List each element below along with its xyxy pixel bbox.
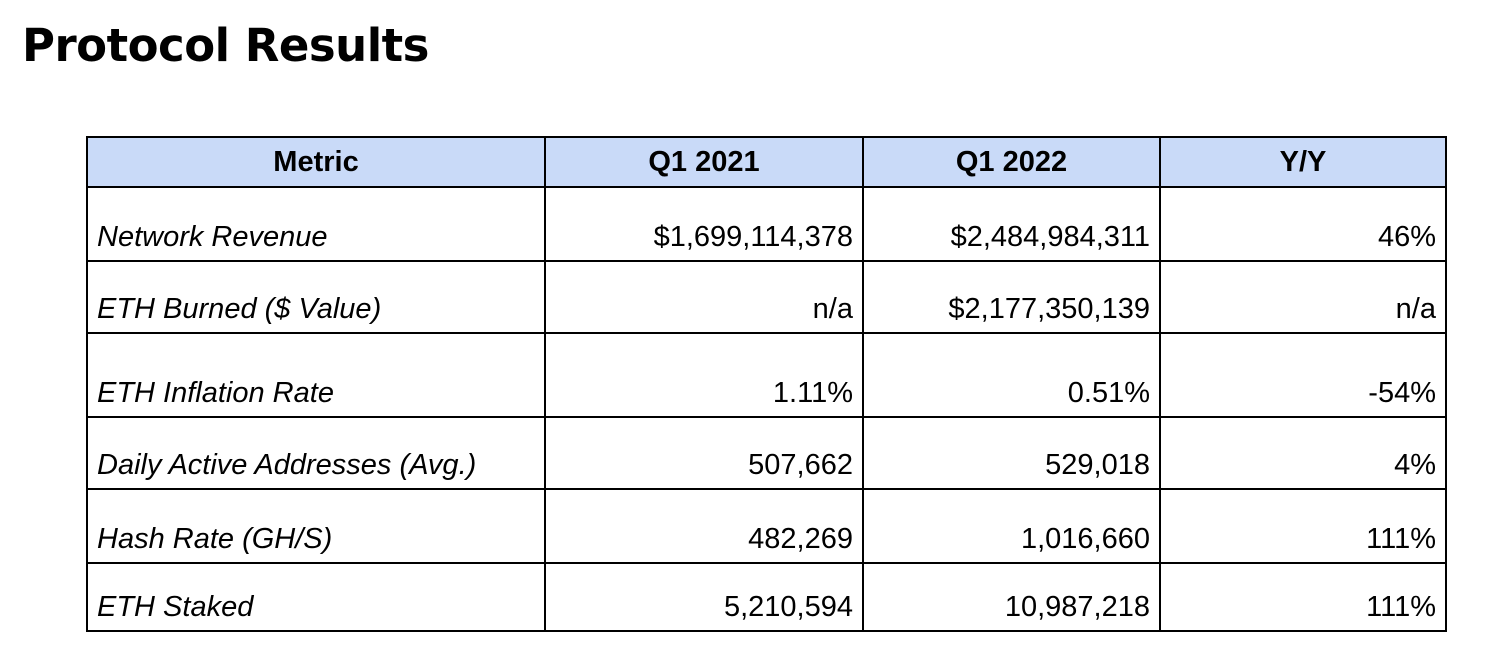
yoy-cell: 111% bbox=[1159, 562, 1447, 632]
q1-2022-cell: 10,987,218 bbox=[862, 562, 1161, 632]
metric-cell: ETH Inflation Rate bbox=[86, 332, 546, 418]
metric-cell: Daily Active Addresses (Avg.) bbox=[86, 416, 546, 490]
q1-2021-cell: $1,699,114,378 bbox=[544, 186, 864, 262]
table-row: ETH Staked 5,210,594 10,987,218 111% bbox=[86, 562, 1447, 632]
table-header-row: Metric Q1 2021 Q1 2022 Y/Y bbox=[86, 136, 1447, 188]
yoy-cell: -54% bbox=[1159, 332, 1447, 418]
yoy-cell: 111% bbox=[1159, 488, 1447, 564]
table-row: Network Revenue $1,699,114,378 $2,484,98… bbox=[86, 186, 1447, 262]
q1-2022-cell: 1,016,660 bbox=[862, 488, 1161, 564]
q1-2021-cell: n/a bbox=[544, 260, 864, 334]
q1-2021-cell: 507,662 bbox=[544, 416, 864, 490]
q1-2022-cell: 529,018 bbox=[862, 416, 1161, 490]
yoy-cell: n/a bbox=[1159, 260, 1447, 334]
q1-2021-cell: 1.11% bbox=[544, 332, 864, 418]
metric-cell: ETH Staked bbox=[86, 562, 546, 632]
table-row: ETH Inflation Rate 1.11% 0.51% -54% bbox=[86, 332, 1447, 418]
q1-2022-cell: $2,177,350,139 bbox=[862, 260, 1161, 334]
yoy-cell: 4% bbox=[1159, 416, 1447, 490]
yoy-cell: 46% bbox=[1159, 186, 1447, 262]
column-header-q1-2022: Q1 2022 bbox=[862, 136, 1161, 188]
results-table: Metric Q1 2021 Q1 2022 Y/Y Network Reven… bbox=[86, 136, 1447, 632]
table-row: ETH Burned ($ Value) n/a $2,177,350,139 … bbox=[86, 260, 1447, 334]
column-header-yoy: Y/Y bbox=[1159, 136, 1447, 188]
table-row: Hash Rate (GH/S) 482,269 1,016,660 111% bbox=[86, 488, 1447, 564]
metric-cell: Hash Rate (GH/S) bbox=[86, 488, 546, 564]
q1-2022-cell: 0.51% bbox=[862, 332, 1161, 418]
q1-2021-cell: 5,210,594 bbox=[544, 562, 864, 632]
column-header-q1-2021: Q1 2021 bbox=[544, 136, 864, 188]
metric-cell: Network Revenue bbox=[86, 186, 546, 262]
column-header-metric: Metric bbox=[86, 136, 546, 188]
metric-cell: ETH Burned ($ Value) bbox=[86, 260, 546, 334]
table-row: Daily Active Addresses (Avg.) 507,662 52… bbox=[86, 416, 1447, 490]
q1-2021-cell: 482,269 bbox=[544, 488, 864, 564]
page-title: Protocol Results bbox=[22, 19, 429, 72]
q1-2022-cell: $2,484,984,311 bbox=[862, 186, 1161, 262]
